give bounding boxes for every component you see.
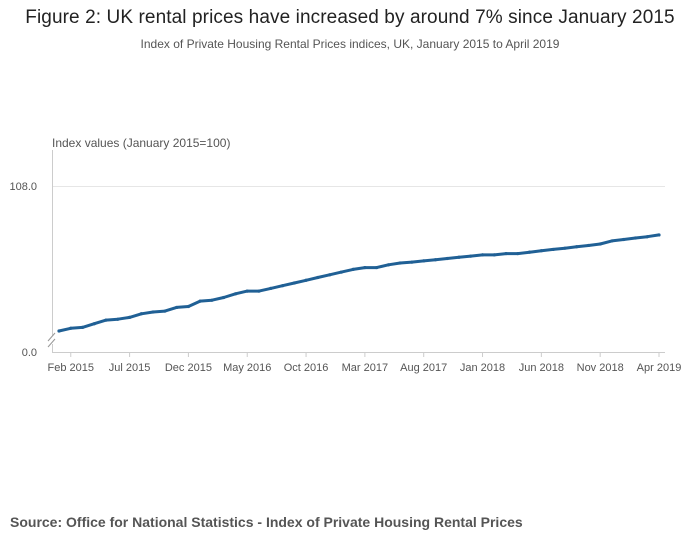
x-tick-label: Jan 2018 <box>460 362 505 374</box>
data-point <box>375 265 379 270</box>
data-point <box>151 310 155 314</box>
data-point <box>116 317 120 321</box>
data-point <box>80 325 85 329</box>
data-point <box>598 242 602 246</box>
data-point <box>163 309 167 313</box>
x-tick-label: Feb 2015 <box>48 362 94 374</box>
data-point <box>539 249 543 253</box>
data-point <box>233 292 238 296</box>
source-note: Source: Office for National Statistics -… <box>10 514 523 530</box>
x-tick-label: Apr 2019 <box>637 362 682 374</box>
data-point <box>57 329 61 333</box>
data-point <box>316 275 320 280</box>
x-tick-label: Oct 2016 <box>284 362 329 374</box>
data-point <box>175 305 179 310</box>
data-point <box>610 239 614 243</box>
data-point <box>327 273 332 277</box>
series-line <box>57 233 661 333</box>
data-point <box>292 281 296 285</box>
data-point <box>245 289 249 293</box>
data-point <box>198 299 202 303</box>
data-point <box>563 246 567 250</box>
chart-subtitle: Index of Private Housing Rental Prices i… <box>140 37 560 51</box>
data-point <box>222 295 226 300</box>
x-tick-label: Mar 2017 <box>342 362 388 374</box>
axis-break-gap <box>48 336 57 344</box>
data-point <box>575 245 579 249</box>
data-point <box>351 267 355 271</box>
data-point <box>469 254 473 258</box>
data-point <box>445 256 449 261</box>
data-point <box>657 233 661 237</box>
data-point <box>269 286 273 291</box>
x-tick-label: Dec 2015 <box>165 362 212 374</box>
y-tick-label: 0.0 <box>22 347 37 359</box>
data-point <box>186 304 191 309</box>
data-point <box>516 252 520 256</box>
data-point <box>398 261 402 265</box>
data-point <box>633 236 638 240</box>
data-point <box>504 252 508 256</box>
x-tick-label: Jun 2018 <box>519 362 564 374</box>
data-point <box>92 322 96 326</box>
data-point <box>339 270 343 274</box>
data-point <box>257 289 261 293</box>
data-point <box>127 315 132 320</box>
x-tick-label: Nov 2018 <box>577 362 624 374</box>
y-axis-title: Index values (January 2015=100) <box>52 136 230 150</box>
y-tick-label: 108.0 <box>9 181 37 193</box>
x-tick-label: May 2016 <box>223 362 271 374</box>
data-point <box>480 253 485 257</box>
data-point <box>363 265 367 270</box>
data-point <box>527 250 532 254</box>
data-point <box>457 255 461 259</box>
data-point <box>280 284 285 288</box>
axis-break-mark <box>47 338 56 348</box>
data-point <box>304 278 308 282</box>
data-point <box>104 318 108 322</box>
data-point <box>586 243 591 248</box>
data-point <box>386 263 391 267</box>
data-point <box>551 247 555 252</box>
data-point <box>433 258 438 262</box>
data-point <box>139 312 143 316</box>
data-point <box>622 237 626 242</box>
data-point <box>69 326 73 330</box>
data-point <box>210 298 214 302</box>
x-tick-label: Aug 2017 <box>400 362 447 374</box>
data-point <box>492 253 496 257</box>
x-tick-label: Jul 2015 <box>109 362 151 374</box>
data-point <box>645 235 649 239</box>
axis-break-mark <box>47 332 56 342</box>
data-point <box>422 259 426 263</box>
data-point <box>410 260 414 264</box>
chart-title: Figure 2: UK rental prices have increase… <box>25 7 675 28</box>
